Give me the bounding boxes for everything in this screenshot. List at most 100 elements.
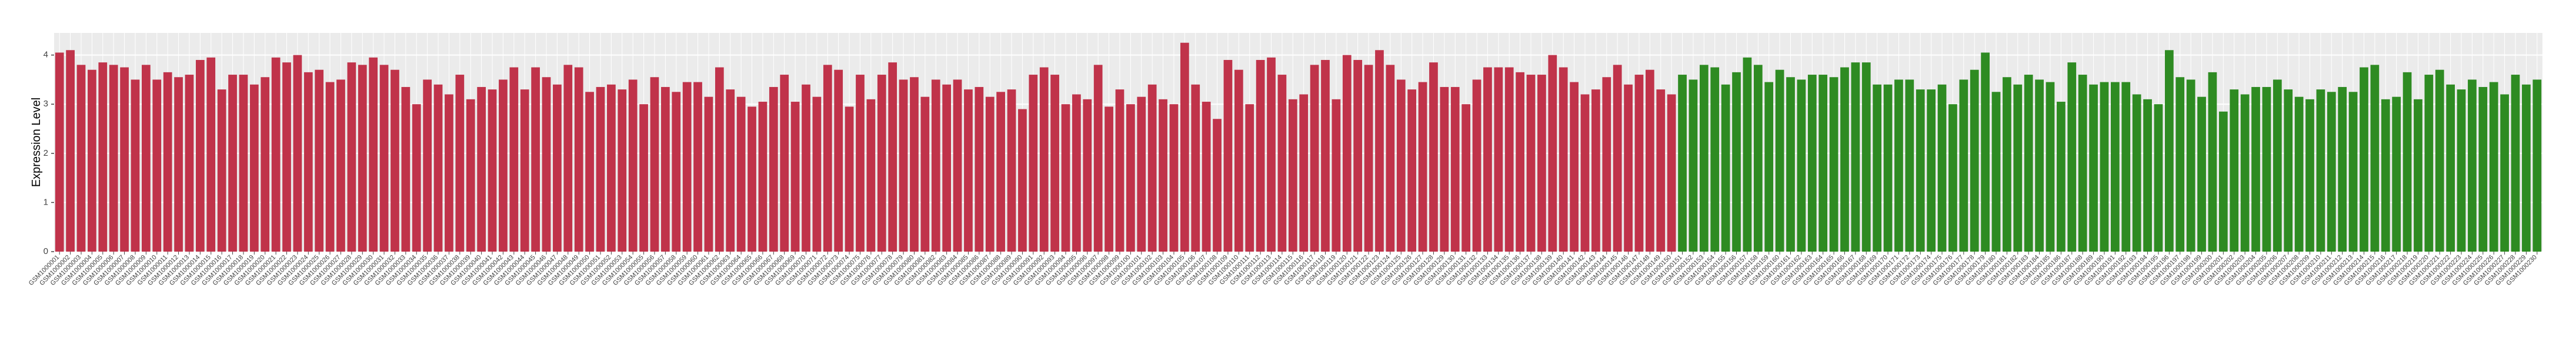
bar — [206, 57, 216, 252]
bar — [142, 65, 151, 252]
bar — [2057, 102, 2066, 252]
bar — [1494, 67, 1503, 252]
bar — [1905, 79, 1914, 252]
bar — [1570, 82, 1579, 252]
bar — [790, 102, 800, 252]
bar — [942, 84, 951, 252]
bar — [650, 77, 659, 252]
bar — [2381, 99, 2390, 252]
bar — [423, 79, 432, 252]
bar — [76, 65, 86, 252]
bar — [2218, 111, 2228, 252]
bar — [931, 79, 940, 252]
y-tick-label: 0 — [44, 246, 48, 256]
bar — [466, 99, 475, 252]
bar — [856, 75, 865, 252]
bar — [996, 92, 1005, 252]
bar — [2251, 86, 2260, 252]
bar — [433, 84, 443, 252]
bar — [1472, 79, 1481, 252]
bar — [1656, 89, 1666, 252]
bar — [812, 96, 822, 252]
bar — [2175, 77, 2185, 252]
bar — [2078, 75, 2087, 252]
bar — [455, 75, 465, 252]
bar — [1678, 75, 1687, 252]
bar — [271, 57, 281, 252]
bar — [1602, 77, 1611, 252]
bar — [1310, 65, 1319, 252]
bar — [1732, 72, 1741, 252]
bar — [1786, 77, 1795, 252]
bar — [1288, 99, 1297, 252]
bar — [2100, 82, 2109, 252]
bar — [2446, 84, 2455, 252]
bar — [780, 75, 789, 252]
bar — [618, 89, 627, 252]
bar — [2024, 75, 2033, 252]
bar — [920, 96, 930, 252]
bar — [249, 84, 259, 252]
bar — [1018, 109, 1027, 252]
bar — [55, 52, 64, 252]
bar — [639, 104, 648, 252]
bar — [2478, 86, 2488, 252]
bar — [2143, 99, 2152, 252]
bar — [693, 82, 702, 252]
bar — [1981, 52, 1990, 252]
bar — [802, 84, 810, 252]
bar — [1937, 84, 1947, 252]
bar — [163, 72, 172, 252]
bar — [1948, 104, 1957, 252]
bar — [899, 79, 908, 252]
bar — [2489, 82, 2498, 252]
bar — [726, 89, 735, 252]
bar — [1667, 94, 1676, 252]
bar — [2435, 69, 2444, 252]
y-tick-label: 1 — [44, 197, 48, 207]
bar — [1440, 86, 1449, 252]
y-tick-label: 3 — [44, 99, 48, 109]
bar — [1753, 65, 1763, 252]
bar — [1364, 65, 1373, 252]
bar — [1418, 82, 1427, 252]
bar — [1775, 69, 1784, 252]
bar — [2121, 82, 2131, 252]
bar — [2089, 84, 2098, 252]
bar — [2511, 75, 2520, 252]
bar — [239, 75, 248, 252]
bar — [748, 106, 756, 252]
bar — [1450, 86, 1460, 252]
bar — [1634, 75, 1644, 252]
bar — [2522, 84, 2531, 252]
bar — [2327, 92, 2336, 252]
y-axis-title: Expression Level — [30, 98, 43, 187]
bar — [964, 89, 973, 252]
bar — [315, 69, 324, 252]
bar — [704, 96, 713, 252]
bar — [2262, 86, 2271, 252]
bar — [1321, 59, 1330, 252]
bar — [1137, 96, 1146, 252]
bar — [391, 69, 399, 252]
bar — [542, 77, 551, 252]
bar — [1093, 65, 1103, 252]
bar — [1342, 55, 1352, 252]
bar — [2457, 89, 2466, 252]
bar — [1559, 67, 1568, 252]
bar — [2208, 72, 2217, 252]
bar — [2305, 99, 2314, 252]
bar — [1299, 94, 1309, 252]
bar — [2197, 96, 2206, 252]
bar — [1516, 72, 1524, 252]
bar — [736, 96, 746, 252]
bar — [1927, 89, 1936, 252]
bar — [628, 79, 638, 252]
bar — [1970, 69, 1979, 252]
bar — [2414, 99, 2422, 252]
bar — [347, 62, 356, 252]
bar — [1461, 104, 1470, 252]
bar — [2392, 96, 2401, 252]
bar — [1537, 75, 1546, 252]
bar — [1699, 65, 1709, 252]
